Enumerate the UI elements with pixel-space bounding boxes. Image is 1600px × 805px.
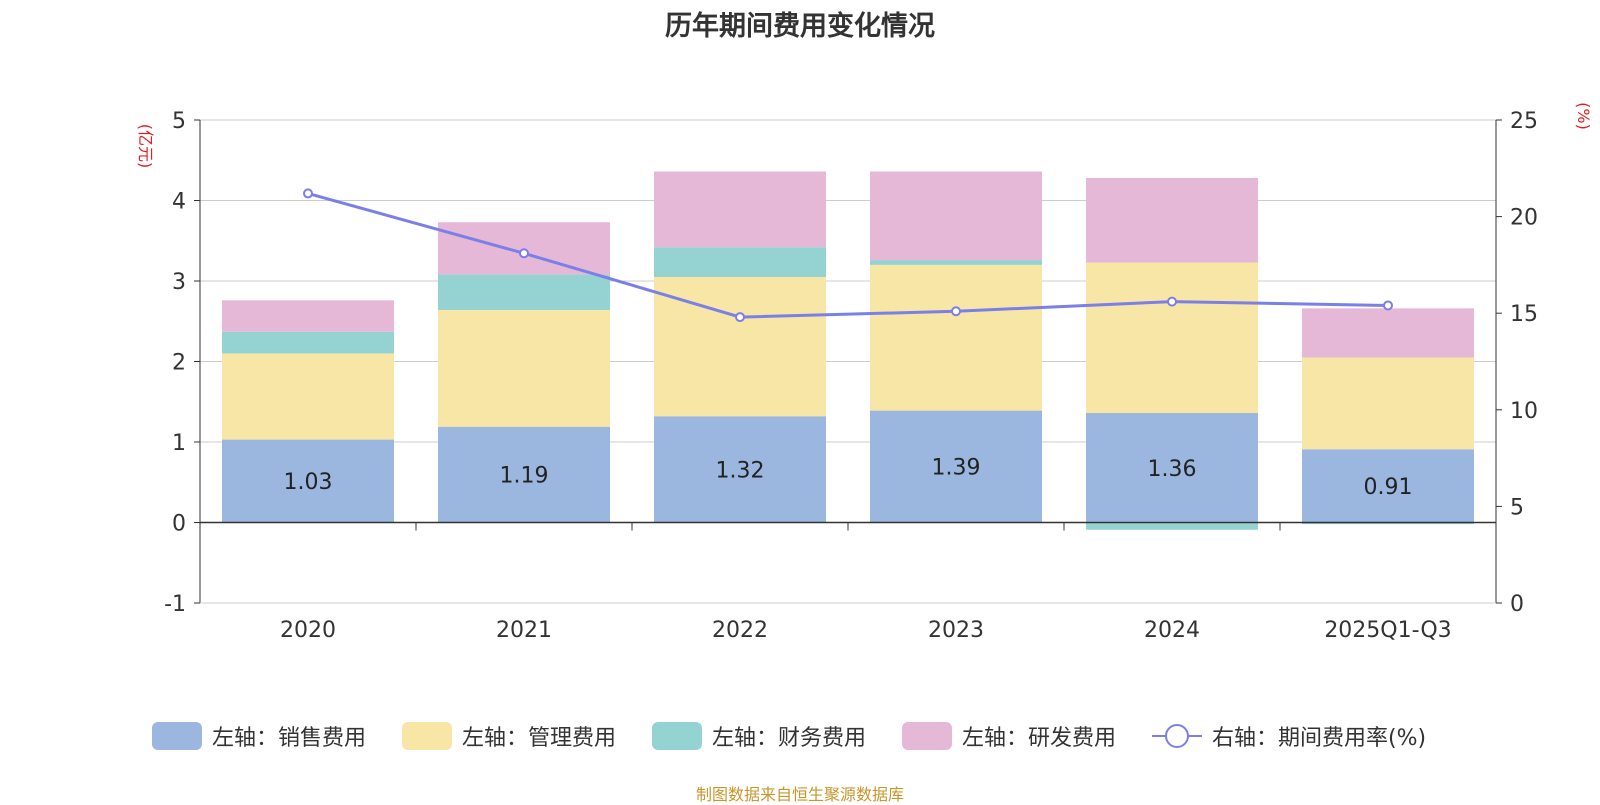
left-axis-tick-label: -1 bbox=[164, 592, 186, 617]
bar-rd bbox=[654, 171, 826, 248]
left-axis-tick-label: 4 bbox=[172, 190, 186, 215]
left-axis-unit: (亿元) bbox=[136, 124, 155, 169]
bar-sales bbox=[1086, 413, 1258, 523]
bar-admin bbox=[438, 309, 610, 427]
right-axis-unit: (%) bbox=[1574, 102, 1593, 130]
right-axis-tick-label: 15 bbox=[1510, 302, 1538, 327]
rate-point bbox=[1167, 296, 1177, 307]
chart-title: 历年期间费用变化情况 bbox=[665, 11, 935, 42]
legend-swatch-rd bbox=[902, 722, 952, 750]
legend-item-finance[interactable]: 左轴：财务费用 bbox=[652, 718, 866, 754]
x-axis-tick-label: 2020 bbox=[280, 618, 336, 643]
right-axis-tick-label: 20 bbox=[1510, 206, 1538, 231]
bar-finance bbox=[438, 274, 610, 310]
bar-admin bbox=[1086, 262, 1258, 414]
rate-point bbox=[951, 306, 961, 317]
bar-rd bbox=[1086, 177, 1258, 263]
legend-swatch-finance bbox=[652, 722, 702, 750]
legend-label-finance: 左轴：财务费用 bbox=[712, 726, 867, 751]
rate-point bbox=[735, 312, 745, 323]
right-axis-tick-label: 5 bbox=[1510, 495, 1524, 520]
left-axis-tick-label: 1 bbox=[172, 431, 186, 456]
bar-admin bbox=[1302, 357, 1474, 450]
x-axis-tick-label: 2025Q1-Q3 bbox=[1324, 618, 1451, 643]
bar-sales bbox=[438, 426, 610, 523]
bar-sales bbox=[1302, 449, 1474, 523]
bar-rd bbox=[1302, 308, 1474, 358]
data-label-sales: 1.03 bbox=[284, 470, 333, 495]
right-axis-tick-label: 0 bbox=[1510, 592, 1524, 617]
data-label-sales: 1.19 bbox=[500, 464, 549, 489]
left-axis-tick-label: 0 bbox=[172, 512, 186, 537]
data-label-sales: 1.39 bbox=[932, 456, 981, 481]
data-label-sales: 0.91 bbox=[1364, 475, 1413, 500]
legend-swatch-admin bbox=[402, 722, 452, 750]
bar-finance bbox=[870, 260, 1042, 265]
data-label-sales: 1.36 bbox=[1148, 457, 1197, 482]
bar-rd bbox=[870, 171, 1042, 261]
legend-label-admin: 左轴：管理费用 bbox=[462, 726, 617, 751]
legend-item-rate[interactable]: 右轴：期间费用率(%) bbox=[1152, 718, 1426, 754]
rate-point bbox=[519, 248, 529, 259]
left-axis-tick-label: 2 bbox=[172, 351, 186, 376]
x-axis-tick-label: 2022 bbox=[712, 618, 768, 643]
x-axis-tick-label: 2024 bbox=[1144, 618, 1200, 643]
bar-finance bbox=[654, 247, 826, 277]
right-axis-tick-label: 10 bbox=[1510, 399, 1538, 424]
x-axis-tick-label: 2023 bbox=[928, 618, 984, 643]
source-note: 制图数据来自恒生聚源数据库 bbox=[695, 785, 904, 804]
rate-point bbox=[303, 188, 313, 199]
bar-rd bbox=[222, 300, 394, 332]
legend-label-rate: 右轴：期间费用率(%) bbox=[1212, 726, 1427, 751]
legend-item-admin[interactable]: 左轴：管理费用 bbox=[402, 718, 616, 754]
bar-admin bbox=[222, 353, 394, 440]
bar-finance bbox=[222, 331, 394, 354]
legend-label-rd: 左轴：研发费用 bbox=[962, 726, 1117, 751]
bar-admin bbox=[870, 264, 1042, 411]
rate-line bbox=[307, 191, 1389, 319]
left-axis-tick-label: 5 bbox=[172, 109, 186, 134]
legend-swatch-rate bbox=[1152, 722, 1202, 750]
legend-swatch-sales bbox=[152, 722, 202, 750]
rate-point bbox=[1383, 300, 1393, 311]
bar-finance bbox=[1086, 522, 1258, 530]
bar-sales bbox=[222, 439, 394, 523]
right-axis-tick-label: 25 bbox=[1510, 109, 1538, 134]
legend-swatch-rate-dot bbox=[1165, 724, 1189, 748]
left-axis-tick-label: 3 bbox=[172, 270, 186, 295]
legend-item-sales[interactable]: 左轴：销售费用 bbox=[152, 718, 366, 754]
bar-sales bbox=[870, 410, 1042, 523]
legend-label-sales: 左轴：销售费用 bbox=[212, 726, 367, 751]
x-axis-tick-label: 2021 bbox=[496, 618, 552, 643]
data-label-sales: 1.32 bbox=[716, 458, 765, 483]
legend-item-rd[interactable]: 左轴：研发费用 bbox=[902, 718, 1116, 754]
bar-sales bbox=[654, 416, 826, 523]
legend: 左轴：销售费用 左轴：管理费用 左轴：财务费用 左轴：研发费用 右轴：期间费用率… bbox=[0, 718, 1600, 754]
bar-finance bbox=[1302, 522, 1474, 525]
